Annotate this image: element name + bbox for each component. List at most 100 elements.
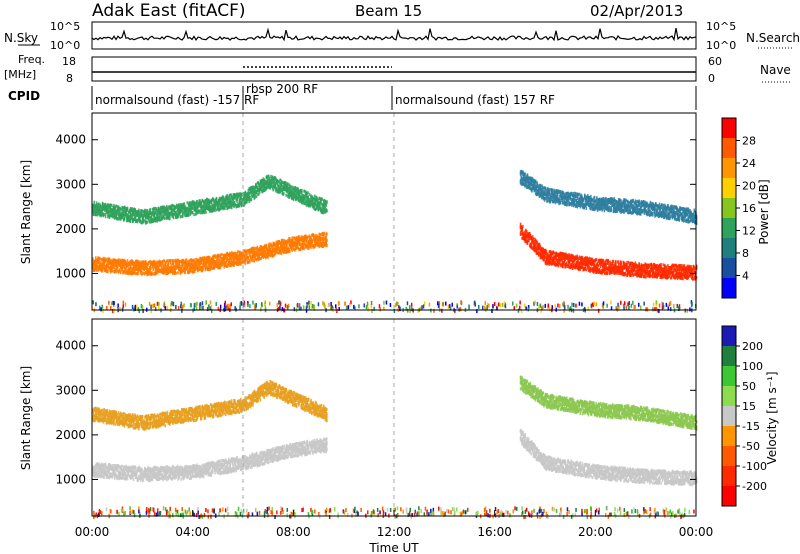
echo-cell	[270, 242, 272, 246]
echo-cell	[156, 263, 159, 267]
scatter-speck	[156, 301, 159, 306]
scatter-speck	[638, 302, 640, 307]
scatter-speck	[323, 302, 325, 307]
echo-cell	[152, 268, 154, 272]
echo-cell	[206, 260, 209, 264]
echo-cell	[97, 210, 99, 214]
echo-cell	[154, 219, 157, 223]
echo-cell	[219, 255, 222, 259]
echo-cell	[146, 220, 148, 224]
scatter-speck	[678, 306, 681, 311]
scatter-speck	[513, 306, 515, 311]
echo-cell	[292, 247, 295, 251]
echo-cell	[612, 259, 615, 263]
echo-cell	[292, 236, 295, 240]
scatter-speck	[587, 306, 590, 311]
scatter-speck	[305, 306, 308, 311]
echo-cell	[122, 262, 124, 266]
echo-cell	[178, 259, 181, 263]
echo-cell	[142, 218, 145, 222]
echo-cell	[186, 266, 188, 270]
echo-cell	[92, 212, 95, 216]
scatter-speck	[234, 306, 236, 311]
scatter-speck	[112, 300, 114, 305]
echo-cell	[200, 265, 202, 269]
echo-cell	[107, 268, 109, 272]
echo-cell	[170, 263, 173, 267]
scatter-speck	[110, 301, 113, 306]
echo-cell	[113, 262, 115, 266]
echo-cell	[139, 219, 142, 223]
scatter-speck	[106, 306, 108, 310]
echo-cell	[204, 199, 207, 202]
echo-cell	[184, 204, 186, 208]
echo-cell	[314, 194, 316, 198]
echo-cell	[322, 211, 324, 215]
echo-cell	[125, 210, 127, 214]
echo-cell	[116, 216, 119, 220]
scatter-speck	[625, 305, 628, 310]
echo-cell	[158, 216, 160, 220]
echo-cell	[181, 263, 184, 267]
echo-cell	[103, 213, 105, 217]
echo-cell	[200, 206, 203, 210]
echo-cell	[129, 219, 132, 223]
echo-cell	[305, 238, 308, 242]
echo-cell	[132, 263, 135, 267]
scatter-speck	[346, 305, 348, 310]
scatter-speck	[497, 302, 500, 307]
echo-cell	[94, 205, 96, 209]
echo-cell	[200, 261, 203, 265]
echo-cell	[288, 240, 290, 244]
echo-cell	[113, 259, 115, 263]
echo-cell	[223, 257, 225, 261]
echo-cell	[588, 256, 591, 260]
scatter-speck	[264, 300, 267, 305]
scatter-speck	[661, 301, 663, 306]
scatter-speck	[166, 305, 169, 310]
scatter-speck	[281, 306, 284, 311]
echo-cell	[183, 202, 185, 206]
echo-cell	[184, 265, 187, 269]
echo-cell	[257, 248, 259, 252]
scatter-speck	[227, 303, 229, 308]
scatter-speck	[193, 306, 196, 311]
scatter-speck	[544, 303, 546, 308]
echo-cell	[152, 218, 154, 222]
echo-cell	[240, 260, 242, 264]
echo-cell	[108, 261, 111, 265]
echo-cell	[95, 256, 97, 260]
echo-cell	[274, 242, 276, 246]
echo-cell	[146, 208, 148, 212]
echo-cell	[294, 247, 296, 251]
echo-cell	[178, 262, 181, 266]
scatter-speck	[623, 303, 625, 308]
echo-cell	[244, 254, 247, 258]
echo-cell	[195, 258, 197, 262]
scatter-speck	[317, 302, 320, 307]
echo-cell	[280, 241, 283, 245]
beam-label: Beam 15	[355, 2, 422, 20]
scatter-speck	[255, 304, 257, 309]
echo-cell	[253, 248, 256, 252]
echo-cell	[288, 243, 290, 247]
scatter-speck	[239, 305, 241, 310]
scatter-speck	[476, 309, 478, 314]
echo-cell	[218, 257, 220, 261]
scatter-speck	[409, 305, 411, 310]
echo-cell	[277, 251, 280, 255]
scatter-speck	[578, 301, 581, 306]
scatter-speck	[92, 300, 94, 305]
freq-tick-top: 18	[62, 55, 76, 68]
scatter-speck	[193, 303, 196, 307]
scatter-speck	[199, 302, 202, 307]
echo-cell	[153, 207, 155, 211]
scatter-speck	[224, 300, 226, 305]
scatter-speck	[329, 305, 332, 310]
echo-cell	[202, 264, 204, 268]
echo-cell	[239, 250, 241, 254]
echo-cell	[138, 210, 141, 214]
echo-cell	[177, 258, 179, 262]
echo-cell	[135, 267, 137, 271]
echo-cell	[156, 218, 159, 222]
